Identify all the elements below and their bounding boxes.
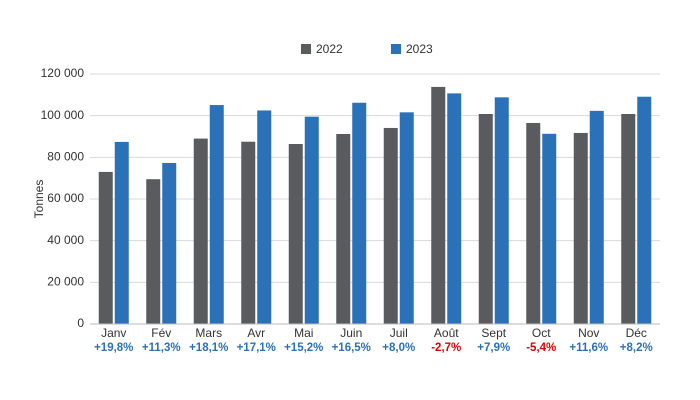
bar bbox=[257, 110, 272, 324]
x-tick-label: Sept bbox=[481, 326, 506, 340]
annotation: +15,2% bbox=[284, 342, 323, 354]
legend-label: 2023 bbox=[406, 42, 433, 56]
bar bbox=[431, 86, 446, 325]
bar bbox=[589, 110, 604, 324]
annotation: +11,6% bbox=[569, 342, 608, 354]
annotation: +7,9% bbox=[477, 342, 510, 354]
bar bbox=[114, 141, 129, 324]
annotation: -2,7% bbox=[431, 342, 461, 354]
bar bbox=[146, 179, 161, 324]
bar bbox=[336, 134, 351, 324]
bar bbox=[193, 138, 208, 324]
x-tick-label: Juil bbox=[390, 326, 408, 340]
y-tick-label: 120 000 bbox=[41, 66, 85, 80]
y-tick-label: 60 000 bbox=[47, 191, 84, 205]
bar bbox=[399, 112, 414, 324]
y-tick-label: 80 000 bbox=[47, 150, 84, 164]
bar bbox=[573, 132, 588, 324]
legend-label: 2022 bbox=[316, 42, 343, 56]
y-tick-label: 20 000 bbox=[47, 275, 84, 289]
bar bbox=[352, 102, 367, 324]
annotation: -5,4% bbox=[526, 342, 556, 354]
x-tick-label: Mai bbox=[294, 326, 313, 340]
x-tick-label: Déc bbox=[626, 326, 647, 340]
bar bbox=[383, 127, 398, 324]
bar bbox=[447, 93, 462, 324]
bar bbox=[209, 105, 224, 325]
y-tick-label: 40 000 bbox=[47, 233, 84, 247]
annotation: +11,3% bbox=[142, 342, 181, 354]
bar bbox=[542, 133, 557, 324]
annotation: +17,1% bbox=[237, 342, 276, 354]
bar bbox=[162, 162, 177, 324]
legend-swatch bbox=[301, 44, 311, 54]
x-tick-label: Août bbox=[434, 326, 459, 340]
bar bbox=[304, 116, 319, 324]
bar bbox=[494, 97, 509, 324]
bar bbox=[241, 141, 256, 324]
x-tick-label: Mars bbox=[195, 326, 222, 340]
annotation: +16,5% bbox=[332, 342, 371, 354]
x-tick-label: Juin bbox=[340, 326, 362, 340]
bar bbox=[98, 171, 113, 324]
annotation: +8,2% bbox=[620, 342, 653, 354]
annotation: +19,8% bbox=[94, 342, 133, 354]
x-tick-label: Janv bbox=[101, 326, 126, 340]
x-tick-label: Avr bbox=[247, 326, 265, 340]
x-tick-label: Fév bbox=[151, 326, 171, 340]
y-axis-label: Tonnes bbox=[32, 180, 46, 219]
bar bbox=[621, 114, 636, 324]
y-tick-label: 100 000 bbox=[41, 108, 85, 122]
x-tick-label: Oct bbox=[532, 326, 551, 340]
bar bbox=[637, 96, 652, 324]
legend-swatch bbox=[391, 44, 401, 54]
annotation: +18,1% bbox=[189, 342, 228, 354]
annotation: +8,0% bbox=[382, 342, 415, 354]
bar bbox=[478, 114, 493, 324]
x-tick-label: Nov bbox=[578, 326, 599, 340]
bar bbox=[526, 122, 541, 324]
y-tick-label: 0 bbox=[77, 316, 84, 330]
bar bbox=[288, 144, 303, 324]
